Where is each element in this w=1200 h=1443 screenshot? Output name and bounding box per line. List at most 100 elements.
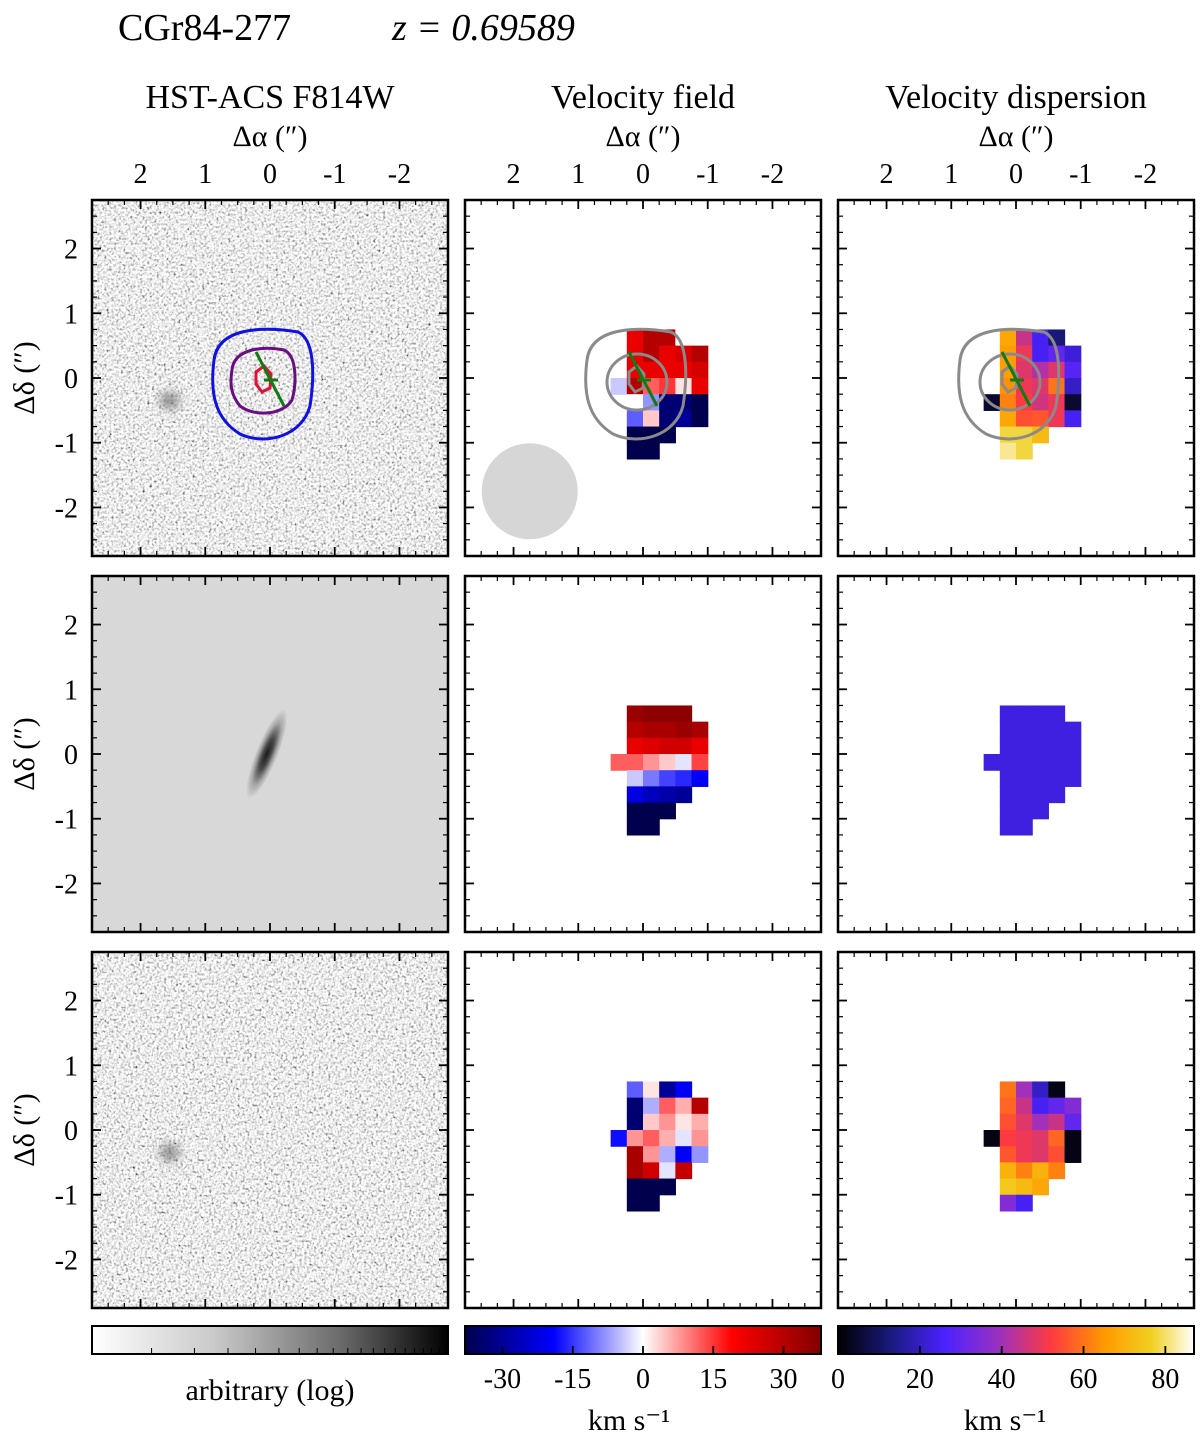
map-pixel [610,378,628,395]
panel-model-image [90,574,450,934]
map-pixel [1048,1146,1066,1163]
map-pixel [999,1130,1017,1147]
map-pixel [1064,721,1082,739]
map-pixel [1048,786,1066,804]
map-pixel [659,770,676,787]
column-title-image: HST-ACS F814W [145,79,395,116]
map-pixel [691,361,709,379]
x-tick-label: 1 [944,159,958,190]
map-pixel [1064,410,1082,428]
map-pixel [643,1162,660,1180]
x-tick-label: -1 [323,159,346,190]
x-tick-label: 1 [198,159,212,190]
map-pixel [999,394,1017,411]
map-pixel [626,1146,644,1163]
map-pixel [999,442,1017,460]
map-pixel [1016,1097,1033,1115]
map-pixel [675,1130,693,1147]
map-pixel [626,737,644,755]
map-pixel [1064,394,1082,411]
map-pixel [643,1113,660,1131]
contour-mid [229,346,297,415]
map-pixel [999,721,1017,739]
map-pixel [1032,1113,1049,1131]
map-pixel [643,754,660,771]
colorbar-tick-label: 0 [831,1364,845,1395]
map-pixel [1032,770,1049,787]
map-pixel [1048,1113,1066,1131]
map-pixel [1032,1097,1049,1115]
map-pixel [1064,1130,1082,1147]
colorbar-tick-labels: -30 -15 0 15 30 0 20 40 60 80 [484,1346,1179,1395]
colorbar-tick-label: 60 [1070,1364,1098,1395]
map-pixel [626,770,644,787]
axis-ticks [464,575,822,933]
colorbar-label-dispersion: km s⁻¹ [964,1404,1046,1437]
neighbour-source [159,391,180,410]
map-pixel [1016,1130,1033,1147]
map-pixel [1032,1081,1049,1099]
y-tick-label: 2 [64,611,78,642]
map-pixel [675,361,693,379]
map-pixel [999,802,1017,820]
map-pixel [643,1097,660,1115]
map-pixel [1032,721,1049,739]
map-pixel [691,1113,709,1131]
panel-residual-velocity [463,950,823,1310]
map-pixel [626,329,644,347]
map-pixel [643,818,660,836]
map-pixel [659,1081,676,1099]
map-pixel [1064,1113,1082,1131]
map-pixel [1016,410,1033,428]
map-pixel [626,1130,644,1147]
map-pixel [1016,1178,1033,1196]
axis-ticks [91,951,449,1309]
map-pixel [675,1097,693,1115]
map-pixel [643,1146,660,1163]
x-axis-label-dispersion: Δα (″) [979,120,1054,153]
map-pixel [626,1194,644,1212]
colorbar-tick-label: 30 [770,1364,798,1395]
map-pixel [1032,786,1049,804]
colorbar-tick-label: 15 [699,1364,727,1395]
map-pixel [691,770,709,787]
map-pixel [999,770,1017,787]
panel-model-velocity [463,574,823,934]
map-pixel [675,737,693,755]
map-pixel [1032,737,1049,755]
map-pixel [1064,754,1082,771]
map-pixel [691,345,709,363]
map-pixel [675,1113,693,1131]
map-pixel [1016,818,1033,836]
map-pixel [1016,737,1033,755]
map-pixel [643,1178,660,1196]
y-tick-label: 2 [64,235,78,266]
map-pixel [999,818,1017,836]
map-pixel [1016,705,1033,723]
map-pixel [1016,1081,1033,1099]
y-tick-label: 0 [64,1116,78,1147]
map-pixel [1032,394,1049,411]
map-pixel [643,410,660,428]
map-pixel [1016,754,1033,771]
contour-outer [584,327,688,441]
map-pixel [1048,754,1066,771]
object-name: CGr84-277 [118,7,291,49]
map-pixel [626,802,644,820]
map-pixel [983,1130,1001,1147]
y-tick-label: -1 [55,429,78,460]
map-pixel [1032,1130,1049,1147]
map-pixel [626,754,644,771]
map-pixel [643,329,660,347]
map-pixel [1048,721,1066,739]
map-pixel [659,754,676,771]
map-pixel [1016,770,1033,787]
map-pixel [659,410,676,428]
panel-observed-dispersion [836,198,1196,558]
y-tick-label: -1 [55,805,78,836]
map-pixel [1016,1162,1033,1180]
colorbar-tick-label: 20 [906,1364,934,1395]
sky-noise [92,952,448,1308]
colorbar-tick-label: 40 [988,1364,1016,1395]
map-pixel [1064,1146,1082,1163]
